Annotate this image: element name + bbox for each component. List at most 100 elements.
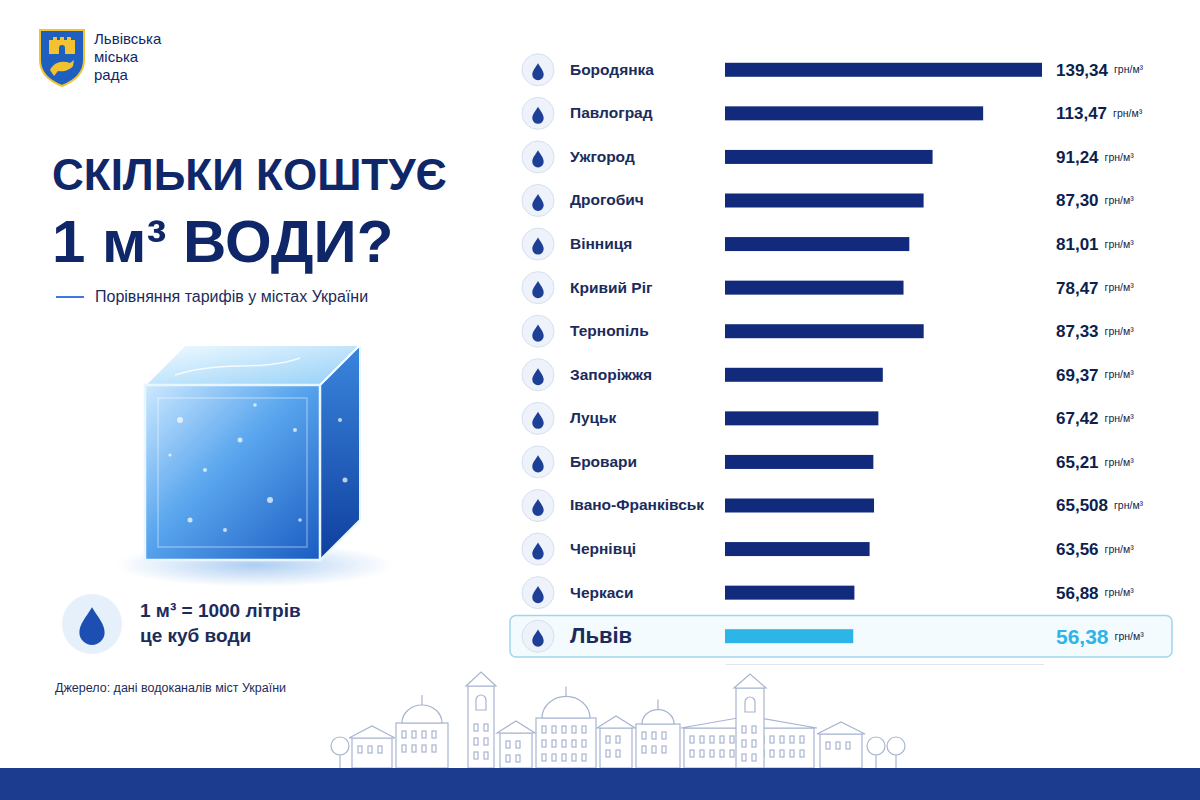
highlight-box	[510, 615, 1172, 657]
cube-bubble	[188, 518, 193, 523]
category-label: Павлоград	[570, 104, 653, 121]
y-tick: Тернопіль	[570, 322, 649, 339]
skyline-window	[606, 750, 610, 757]
subtitle-dash	[56, 296, 84, 298]
unit-label: грн/м³	[1105, 281, 1135, 293]
page: ЛьвівськаміськарадаСКІЛЬКИ КОШТУЄ1 м³ ВО…	[0, 0, 1200, 800]
skyline-building	[536, 718, 596, 768]
y-tick: Черкаси	[570, 584, 634, 601]
skyline-window	[846, 742, 850, 749]
y-tick: Бровари	[570, 453, 637, 470]
drop-icon	[532, 455, 543, 472]
skyline-roof	[349, 726, 395, 738]
organization-line: рада	[94, 66, 128, 83]
skyline-window	[516, 755, 520, 762]
skyline-window	[710, 750, 714, 757]
skyline-trunk	[875, 754, 876, 768]
skyline-window	[700, 736, 704, 743]
skyline-dome	[642, 710, 674, 724]
drop-icon	[532, 107, 543, 124]
y-tick: Дрогобич	[570, 191, 644, 208]
skyline-tree	[887, 737, 905, 755]
cube-inner	[158, 398, 307, 547]
cube-bubble	[177, 417, 183, 423]
skyline-tree	[331, 737, 349, 755]
bar	[725, 586, 854, 600]
logo-gate	[49, 37, 75, 54]
skyline-window	[474, 738, 478, 745]
y-tick: Чернівці	[570, 540, 636, 557]
skyline-window	[562, 740, 566, 747]
y-tick: Івано-Франківськ	[570, 496, 704, 513]
cube-bubble	[298, 518, 302, 522]
category-label: Дрогобич	[570, 191, 644, 208]
value-label: 56,88	[1056, 584, 1099, 603]
cube-bubble	[203, 468, 207, 472]
y-tick: Луцьк	[570, 409, 617, 426]
cube-ripple	[175, 358, 300, 375]
organization-line: Львівська	[94, 30, 162, 47]
skyline-window	[582, 740, 586, 747]
skyline-window	[752, 726, 756, 733]
skyline-window	[432, 731, 436, 738]
bar	[725, 455, 873, 469]
bar	[725, 629, 853, 643]
category-label: Бровари	[570, 453, 637, 470]
unit-label: грн/м³	[1105, 238, 1135, 250]
skyline-roof	[597, 716, 635, 728]
skyline-window	[745, 697, 755, 712]
skyline-window	[652, 732, 656, 739]
unit-label: грн/м³	[1115, 630, 1145, 642]
organization: Львівськаміськарада	[94, 30, 162, 83]
skyline-window	[422, 745, 426, 752]
data-labels: 139,34грн/м³113,47грн/м³91,24грн/м³87,30…	[1056, 61, 1144, 648]
drop-icon	[532, 325, 543, 342]
cube-bubble	[267, 497, 273, 503]
skyline-window	[552, 726, 556, 733]
category-label: Черкаси	[570, 584, 634, 601]
skyline-window	[412, 731, 416, 738]
skyline-trunk	[339, 754, 340, 768]
logo-shield	[40, 30, 84, 86]
logo-door	[59, 45, 65, 54]
skyline-window	[742, 726, 746, 733]
skyline-window	[412, 745, 416, 752]
skyline-window	[402, 745, 406, 752]
bar	[725, 237, 909, 251]
row-icon	[522, 359, 554, 391]
drop-icon	[532, 237, 543, 254]
value-label: 113,47	[1056, 104, 1107, 123]
skyline-roof	[466, 672, 496, 686]
bar	[725, 194, 924, 208]
cube-bubble	[238, 438, 243, 443]
skyline-window	[826, 742, 830, 749]
skyline-window	[752, 754, 756, 761]
bar	[725, 63, 1042, 77]
skyline-window	[790, 750, 794, 757]
category-label: Бородянка	[570, 61, 654, 78]
cube-bubble	[223, 528, 227, 532]
skyline-dome	[402, 705, 442, 723]
skyline-window	[552, 740, 556, 747]
annotation: 1 м³ = 1000 літрів	[140, 600, 301, 621]
unit-label: грн/м³	[1105, 194, 1135, 206]
row-icon	[522, 228, 554, 260]
skyline-tree	[867, 737, 885, 755]
row-icon	[522, 315, 554, 347]
skyline-window	[542, 740, 546, 747]
drop-icon	[532, 368, 543, 385]
row-icon	[522, 533, 554, 565]
unit-label: грн/м³	[1114, 499, 1144, 511]
skyline-window	[710, 736, 714, 743]
drop-icon	[532, 499, 543, 516]
skyline-building	[352, 738, 392, 768]
bar	[725, 324, 924, 338]
skyline-window	[662, 732, 666, 739]
skyline-trunk	[895, 754, 896, 768]
unit-label: грн/м³	[1113, 107, 1143, 119]
skyline-window	[752, 740, 756, 747]
skyline-window	[770, 750, 774, 757]
skyline	[331, 672, 905, 768]
y-tick: Бородянка	[570, 61, 654, 78]
skyline-building	[636, 724, 680, 768]
